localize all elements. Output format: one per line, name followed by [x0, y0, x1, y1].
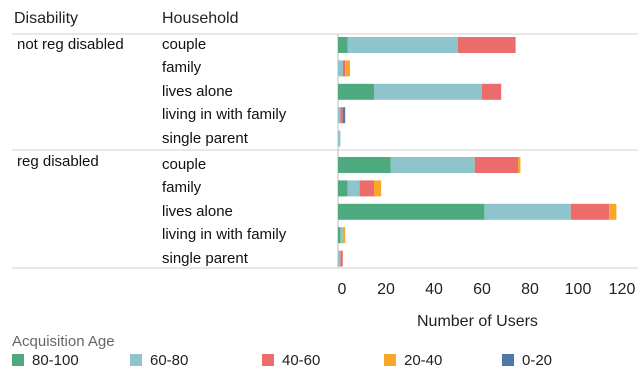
legend-label: 20-40	[404, 352, 443, 369]
bar-segment-60-80	[374, 83, 482, 100]
x-tick-label: 100	[564, 281, 592, 298]
bar-segment-20-40	[609, 203, 617, 220]
row-label: couple	[162, 156, 207, 173]
bar-segment-40-60	[458, 37, 516, 53]
legend-swatch	[502, 354, 514, 366]
bar-segment-80-100	[338, 203, 485, 220]
x-tick-label: 20	[377, 281, 395, 298]
legend-label: 40-60	[282, 352, 321, 369]
legend-label: 60-80	[150, 352, 189, 369]
row-label: living in with family	[162, 106, 287, 124]
legend-swatch	[12, 354, 24, 366]
bar-segment-80-100	[338, 227, 341, 244]
bar-segment-40-60	[474, 157, 518, 173]
bar-segment-0-20	[342, 107, 346, 124]
bar-segment-40-60	[342, 60, 346, 77]
x-tick-label: 60	[473, 281, 491, 298]
legend-label: 0-20	[522, 352, 553, 369]
header-household: Household	[162, 10, 239, 27]
bar-segment-40-60	[482, 83, 502, 100]
bar-segment-60-80	[484, 203, 571, 220]
legend-label: 80-100	[32, 352, 79, 369]
row-label: single parent	[162, 249, 248, 267]
row-label: lives alone	[162, 82, 233, 100]
bar-segment-80-100	[338, 83, 374, 100]
x-tick-label: 120	[608, 281, 636, 298]
bar-segment-60-80	[338, 60, 343, 77]
bar-segment-20-40	[374, 180, 382, 197]
legend-title: Acquisition Age	[12, 333, 115, 350]
bar-segment-20-40	[518, 157, 521, 173]
bar-segment-80-100	[338, 180, 348, 197]
row-label: family	[162, 59, 202, 77]
header-disability: Disability	[14, 10, 79, 27]
bar-segment-40-60	[340, 250, 343, 267]
legend-item: 80-100	[12, 352, 79, 369]
bar-segment-40-60	[340, 107, 343, 124]
x-axis-label: Number of Users	[417, 313, 538, 330]
legend-swatch	[262, 354, 274, 366]
bar-segment-60-80	[340, 227, 343, 244]
row-label: couple	[162, 36, 207, 53]
legend-swatch	[384, 354, 396, 366]
row-label: single parent	[162, 129, 248, 147]
group-label-not-reg-disabled: not reg disabled	[17, 36, 124, 53]
bar-segment-20-40	[345, 60, 350, 77]
bar-segment-60-80	[347, 180, 360, 197]
bar-segment-60-80	[347, 37, 458, 53]
x-tick-label: 80	[521, 281, 539, 298]
legend-item: 40-60	[262, 352, 320, 369]
bar-segment-60-80	[338, 130, 341, 147]
bar-segment-80-100	[338, 37, 348, 53]
bar-segment-20-40	[342, 227, 346, 244]
bar-segment-80-100	[338, 157, 391, 173]
legend-item: 0-20	[502, 352, 552, 369]
row-label: family	[162, 179, 202, 197]
bar-segment-60-80	[338, 107, 341, 124]
group-label-reg-disabled: reg disabled	[17, 153, 99, 170]
x-tick-label: 40	[425, 281, 443, 298]
bar-segment-40-60	[359, 180, 374, 197]
bar-segment-40-60	[570, 203, 610, 220]
row-label: living in with family	[162, 226, 287, 244]
row-label: lives alone	[162, 202, 233, 220]
legend-item: 60-80	[130, 352, 188, 369]
bar-segment-60-80	[390, 157, 475, 173]
legend-item: 20-40	[384, 352, 442, 369]
bar-segment-60-80	[338, 250, 341, 267]
x-tick-label: 0	[337, 281, 347, 298]
legend-swatch	[130, 354, 142, 366]
